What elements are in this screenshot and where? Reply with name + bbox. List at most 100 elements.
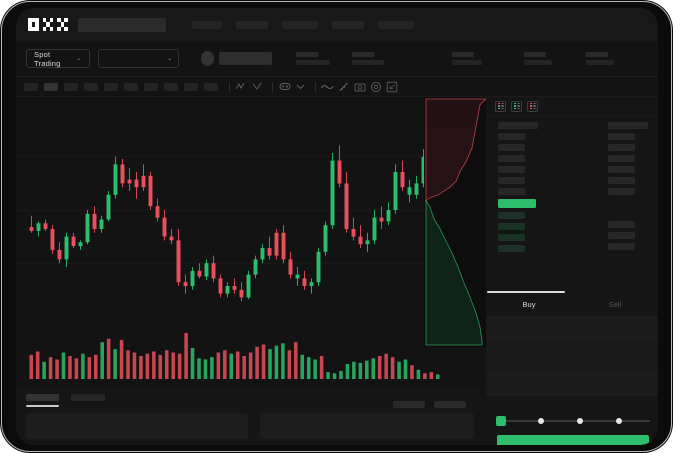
bottom-action-1[interactable]: [393, 401, 425, 408]
orderbook-row: [608, 166, 635, 173]
app-screen: Spot Trading ⌄ ⌄: [16, 8, 658, 445]
orderbook-spread-highlight: [498, 199, 536, 208]
timeframe-4h[interactable]: [144, 82, 158, 91]
settings-icon[interactable]: [369, 80, 382, 93]
market-type-selector[interactable]: Spot Trading ⌄: [26, 49, 90, 68]
wave-icon[interactable]: [321, 80, 334, 93]
orderbook-size-column: [608, 122, 648, 250]
orderbook-bid-row: [498, 212, 525, 219]
stat-24h-high: [452, 52, 524, 65]
timeframe-12h[interactable]: [184, 82, 198, 91]
trade-tab-buy-label: Buy: [522, 299, 536, 309]
bottom-action-2[interactable]: [434, 401, 466, 408]
toolbar-divider: [315, 81, 316, 92]
orderbook-row: [498, 144, 525, 151]
nav-item-5[interactable]: [378, 20, 414, 29]
timeframe-15m[interactable]: [64, 82, 78, 91]
okx-logo[interactable]: [28, 18, 68, 31]
orderbook-spacer: [608, 199, 648, 206]
market-stats: [296, 52, 648, 65]
timeframe-2h[interactable]: [124, 82, 138, 91]
chart-toolbar: [16, 77, 658, 97]
stat-last-price: [296, 52, 352, 65]
orderbook-row: [608, 122, 648, 129]
market-type-label: Spot Trading: [34, 49, 61, 68]
slider-stop-50[interactable]: [577, 417, 583, 424]
stat-24h-volume: [586, 52, 648, 65]
fullscreen-icon[interactable]: [385, 80, 398, 93]
orderbook-row: [498, 133, 525, 140]
orderbook-row: [608, 221, 635, 228]
trading-pair-selector[interactable]: ⌄: [97, 49, 180, 68]
chevron-down-icon[interactable]: [294, 80, 307, 93]
price-chart[interactable]: [16, 97, 486, 387]
app-header: [16, 8, 658, 41]
nav-item-2[interactable]: [236, 20, 268, 29]
slider-stop-75[interactable]: [616, 417, 622, 424]
slider-stop-25[interactable]: [538, 417, 544, 424]
nav-item-1[interactable]: [192, 20, 222, 29]
timeframe-5m[interactable]: [44, 82, 58, 91]
active-tab-underline: [26, 405, 59, 407]
orderbook-view-both-icon[interactable]: [495, 100, 506, 112]
orderbook-row: [498, 155, 525, 162]
cursor-icon[interactable]: [251, 80, 264, 93]
chevron-down-icon: ⌄: [76, 55, 82, 62]
orders-panel: [16, 387, 486, 445]
order-amount-slider[interactable]: [496, 414, 651, 428]
orderbook-body[interactable]: [486, 116, 658, 292]
timeframe-1h[interactable]: [104, 82, 118, 91]
nav-item-4[interactable]: [332, 20, 364, 29]
orderbook-row: [608, 177, 635, 184]
timeframe-6h[interactable]: [164, 82, 178, 91]
trade-tab-sell-label: Sell: [608, 299, 622, 309]
trade-tab-sell[interactable]: Sell: [572, 293, 658, 315]
nav-item-3[interactable]: [282, 20, 318, 29]
trade-tab-buy[interactable]: Buy: [486, 291, 572, 315]
timeframe-30m[interactable]: [84, 82, 98, 91]
orderbook-header: [486, 97, 658, 116]
order-form-amount-field[interactable]: [486, 343, 658, 370]
orderbook-view-asks-icon[interactable]: [527, 100, 538, 112]
toolbar-divider: [229, 81, 230, 92]
header-nav: [192, 20, 414, 29]
orderbook-view-bids-icon[interactable]: [511, 100, 522, 112]
orders-placeholder-left: [26, 413, 248, 439]
timeframe-1m[interactable]: [24, 82, 38, 91]
slider-handle[interactable]: [496, 415, 506, 426]
pair-coin-avatar: [201, 51, 215, 66]
camera-icon[interactable]: [353, 80, 366, 93]
trade-sidebar: Buy Sell: [486, 97, 658, 445]
slider-track: [500, 420, 650, 422]
bottom-tab-order-history[interactable]: [71, 394, 105, 401]
bottom-tab-open-orders[interactable]: [26, 394, 59, 401]
trendline-icon[interactable]: [235, 80, 248, 93]
orderbook-bid-row: [498, 223, 525, 230]
orders-content: [26, 413, 476, 439]
market-subheader: Spot Trading ⌄ ⌄: [16, 41, 658, 77]
orderbook-bid-row: [498, 245, 525, 252]
last-price-placeholder: [219, 52, 272, 65]
orderbook-row: [498, 166, 525, 173]
orders-tabs: [26, 394, 476, 408]
orderbook-price-column: [498, 122, 538, 252]
orderbook-row: [608, 133, 635, 140]
orderbook-spacer: [608, 210, 648, 217]
orderbook-row: [498, 122, 538, 129]
candlestick-canvas: [16, 145, 486, 379]
order-form-price-field[interactable]: [486, 316, 658, 343]
search-input[interactable]: [78, 17, 166, 32]
ruler-icon[interactable]: [337, 80, 350, 93]
stat-24h-low: [524, 52, 586, 65]
toolbar-divider: [272, 81, 273, 92]
shapes-icon[interactable]: [278, 80, 291, 93]
timeframe-1d[interactable]: [204, 82, 218, 91]
orders-actions: [393, 401, 466, 408]
order-form: [486, 316, 658, 397]
order-form-total-field[interactable]: [486, 370, 658, 397]
orderbook-bid-row: [498, 234, 525, 241]
place-buy-order-button[interactable]: [497, 435, 649, 445]
orderbook-row: [608, 243, 635, 250]
orderbook-row: [608, 232, 635, 239]
